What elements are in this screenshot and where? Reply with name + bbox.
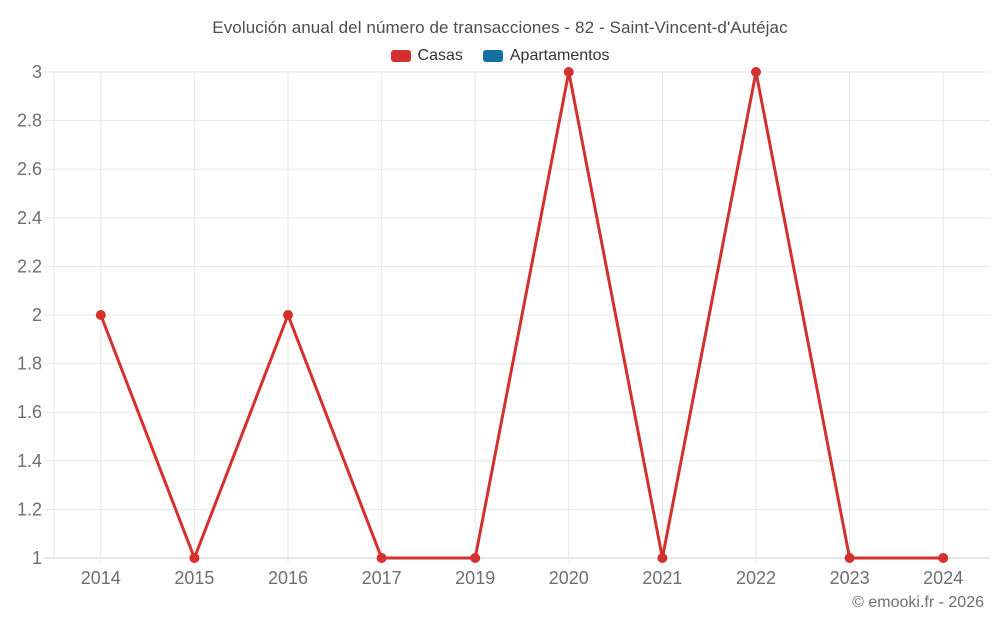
data-point-marker — [751, 67, 761, 77]
y-tick-label: 2.8 — [17, 111, 42, 131]
data-point-marker — [470, 553, 481, 563]
data-point-marker — [376, 553, 387, 563]
data-point-marker — [563, 67, 574, 77]
legend-item-apartamentos[interactable]: Apartamentos — [482, 47, 610, 65]
x-tick-label: 2019 — [455, 568, 495, 588]
y-tick-label: 2.6 — [17, 159, 42, 179]
data-point-marker — [657, 553, 668, 563]
y-tick-label: 2.4 — [17, 208, 42, 228]
x-tick-label: 2014 — [81, 568, 121, 588]
legend-swatch-apartamentos — [482, 50, 503, 62]
x-tick-label: 2021 — [642, 568, 682, 588]
data-point-marker — [283, 310, 293, 320]
y-tick-label: 1.6 — [17, 402, 42, 422]
x-tick-label: 2017 — [362, 568, 402, 588]
y-tick-label: 1.8 — [17, 354, 42, 374]
x-tick-label: 2022 — [736, 568, 776, 588]
legend-swatch-casas — [390, 50, 411, 62]
y-tick-label: 1.2 — [17, 499, 42, 519]
data-point-marker — [189, 553, 200, 563]
y-tick-label: 1 — [32, 548, 42, 568]
legend: Casas Apartamentos — [0, 47, 1000, 65]
legend-item-casas[interactable]: Casas — [390, 47, 463, 65]
y-tick-label: 2.2 — [17, 256, 42, 276]
data-point-marker — [95, 310, 106, 320]
y-tick-label: 2 — [32, 305, 42, 325]
data-point-marker — [938, 553, 949, 563]
y-tick-label: 1.4 — [17, 451, 42, 471]
chart-title: Evolución anual del número de transaccio… — [212, 18, 788, 37]
x-tick-label: 2020 — [549, 568, 589, 588]
legend-label-apartamentos: Apartamentos — [509, 47, 610, 64]
x-tick-label: 2016 — [268, 568, 308, 588]
x-tick-label: 2023 — [830, 568, 870, 588]
data-point-marker — [844, 553, 855, 563]
series-line-casas — [99, 70, 945, 560]
copyright: © emooki.fr - 2026 — [852, 594, 984, 611]
x-tick-label: 2024 — [923, 568, 963, 588]
y-tick-label: 3 — [32, 62, 42, 82]
x-tick-label: 2015 — [174, 568, 214, 588]
legend-label-casas: Casas — [417, 47, 463, 64]
